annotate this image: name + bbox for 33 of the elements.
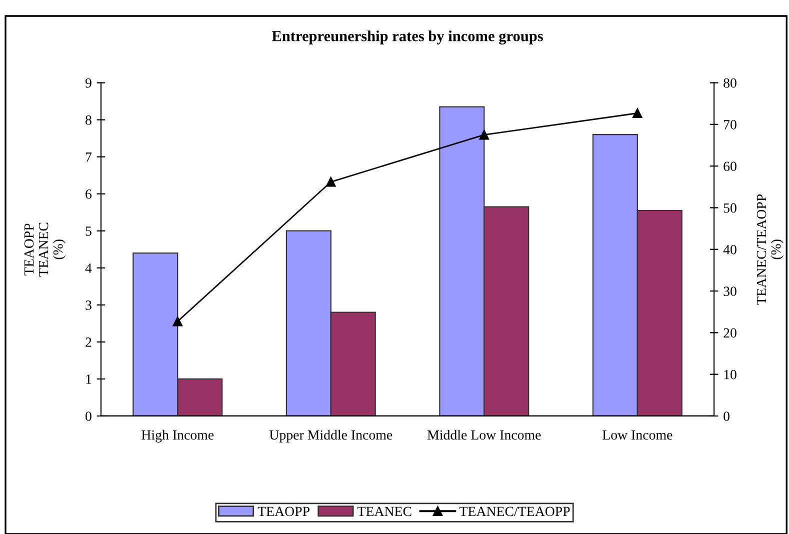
x-tick-label: Middle Low Income (427, 430, 541, 440)
y-tick-label: 0 (86, 412, 92, 421)
legend-label: TEANEC (357, 506, 412, 516)
y2-tick-label: 70 (724, 120, 736, 130)
y2-tick-label: 30 (724, 286, 736, 296)
y2-tick-label: 10 (724, 370, 736, 380)
y2-axis-title: TEANEC/TEAOPP (%) (756, 194, 784, 305)
point (326, 177, 336, 187)
y-tick-label: 1 (86, 374, 92, 384)
y-tick-label: 3 (86, 300, 92, 310)
y-axis-title: TEAOPP TEANEC (%) (24, 222, 66, 277)
y-tick-label: 6 (86, 189, 92, 199)
point (479, 130, 490, 140)
point (172, 316, 182, 326)
y2-tick-label: 40 (723, 244, 736, 254)
y-tick-label: 9 (85, 78, 92, 88)
y2-tick-label: 20 (724, 328, 736, 338)
y-tick-label: 8 (86, 115, 92, 125)
y2-tick-label: 60 (724, 162, 736, 172)
y2-tick-label: 80 (724, 78, 736, 88)
y2-tick-label: 50 (724, 203, 736, 213)
y-tick-label: 2 (86, 338, 92, 347)
x-tick-label: Low Income (602, 430, 672, 440)
legend-label: TEAOPP (258, 506, 310, 516)
y-tick-label: 4 (85, 264, 92, 273)
chart-title: Entrepreunership rates by income groups (272, 30, 543, 44)
y-tick-label: 7 (86, 152, 92, 162)
y2-tick-label: 0 (724, 412, 730, 421)
y-tick-label: 5 (86, 226, 92, 236)
legend-label: TEANEC/TEAOPP (459, 506, 570, 516)
x-tick-label: High Income (142, 430, 214, 443)
x-tick-label: Upper Middle Income (269, 430, 392, 442)
point (632, 108, 642, 118)
